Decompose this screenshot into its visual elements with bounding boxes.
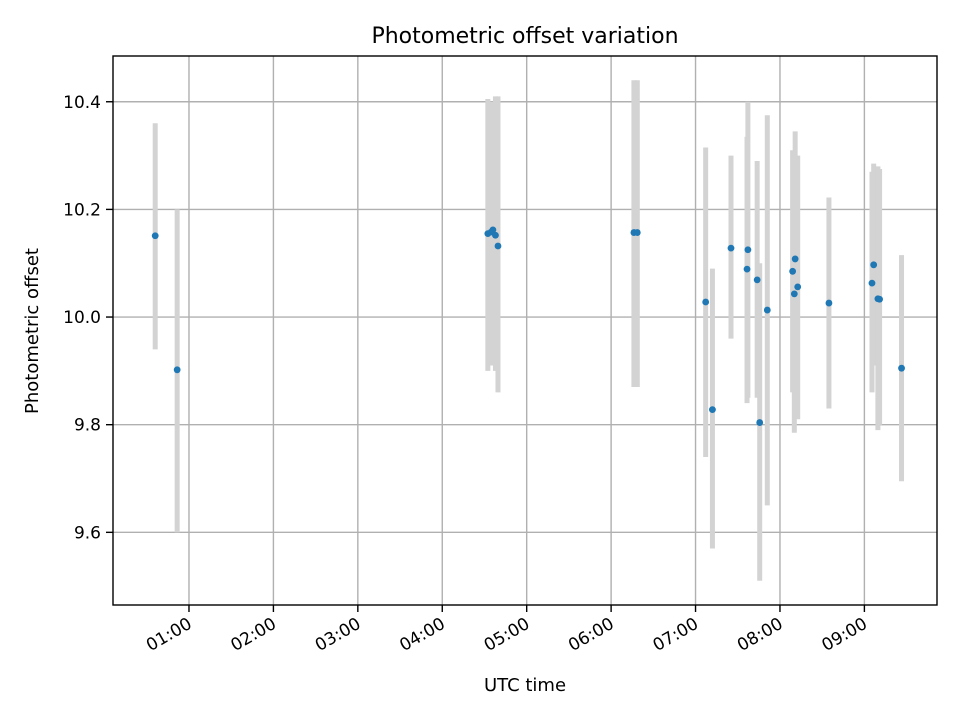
- data-point: [489, 226, 497, 234]
- data-point: [790, 290, 798, 298]
- x-tick-label: 06:00: [565, 614, 617, 656]
- x-tick-label: 07:00: [650, 614, 702, 656]
- data-point: [898, 364, 905, 372]
- y-axis-label: Photometric offset: [22, 248, 43, 414]
- data-point: [151, 232, 159, 240]
- y-tick-label: 10.4: [63, 93, 101, 113]
- grid-lines: [113, 56, 937, 605]
- plot-frame: [112, 55, 938, 606]
- data-point: [633, 229, 641, 236]
- x-tick-label: 04:00: [396, 614, 448, 656]
- data-point: [789, 267, 797, 275]
- x-tick-label: 09:00: [818, 614, 870, 656]
- chart-title: Photometric offset variation: [371, 24, 678, 49]
- data-point: [494, 242, 502, 250]
- data-point: [794, 283, 802, 291]
- y-tick-label: 9.8: [74, 416, 101, 436]
- data-point: [756, 419, 764, 426]
- data-point: [763, 306, 771, 314]
- data-point: [753, 276, 761, 284]
- data-point: [825, 299, 833, 307]
- y-tick-label: 9.6: [74, 523, 101, 543]
- x-tick-label: 05:00: [481, 614, 533, 656]
- data-point: [791, 255, 799, 263]
- data-point: [709, 406, 716, 414]
- data-point: [492, 231, 499, 239]
- data-point: [743, 265, 751, 273]
- data-point: [702, 298, 710, 306]
- data-point: [744, 246, 752, 254]
- data-point: [868, 279, 876, 287]
- error-bars: [152, 80, 905, 581]
- y-tick-label: 10.2: [63, 200, 101, 220]
- data-points: [151, 226, 905, 426]
- y-tick-label: 10.0: [63, 308, 101, 328]
- x-tick-label: 03:00: [312, 614, 364, 656]
- data-point: [173, 366, 181, 374]
- x-tick-label: 08:00: [734, 614, 786, 656]
- x-tick-label: 01:00: [143, 614, 195, 656]
- x-axis-label: UTC time: [484, 675, 566, 696]
- data-point: [876, 295, 883, 303]
- x-tick-label: 02:00: [227, 614, 279, 656]
- data-point: [870, 261, 878, 269]
- data-point: [727, 244, 735, 252]
